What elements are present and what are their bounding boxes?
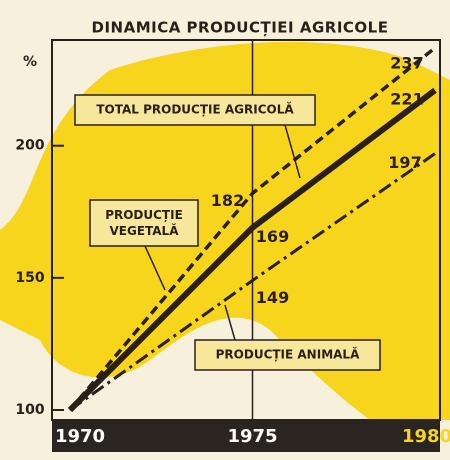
data-label: 182 <box>211 191 244 210</box>
callout-pointer <box>224 304 236 341</box>
data-label: 237 <box>390 53 423 72</box>
legend-label: TOTAL PRODUCȚIE AGRICOLĂ <box>96 102 294 117</box>
series-line <box>67 87 437 413</box>
y-tick-label: 200 <box>15 138 44 154</box>
data-label: 169 <box>256 227 289 246</box>
x-tick-label: 1970 <box>55 426 105 447</box>
series-line <box>69 152 436 412</box>
callout-pointer <box>144 245 166 291</box>
legend-label: PRODUCȚIE ANIMALĂ <box>216 347 360 362</box>
callout-box <box>194 339 381 371</box>
chart-title: DINAMICA PRODUCȚIEI AGRICOLE <box>92 19 389 37</box>
x-axis-band <box>52 420 440 452</box>
y-axis-label: % <box>23 54 37 70</box>
data-label: 149 <box>256 288 289 307</box>
callout-box <box>74 94 316 126</box>
data-label: 221 <box>390 90 423 109</box>
callout-pointer <box>284 124 301 179</box>
callout-box <box>89 199 199 247</box>
background-blob <box>0 41 450 421</box>
series-line <box>68 46 437 412</box>
data-label: 197 <box>388 153 421 172</box>
x-tick-label: 1975 <box>227 426 277 447</box>
legend-label: PRODUCȚIE VEGETALĂ <box>105 208 183 238</box>
y-tick-label: 150 <box>15 270 44 286</box>
x-tick-label: 1980 <box>402 426 450 447</box>
y-tick-label: 100 <box>15 402 44 418</box>
